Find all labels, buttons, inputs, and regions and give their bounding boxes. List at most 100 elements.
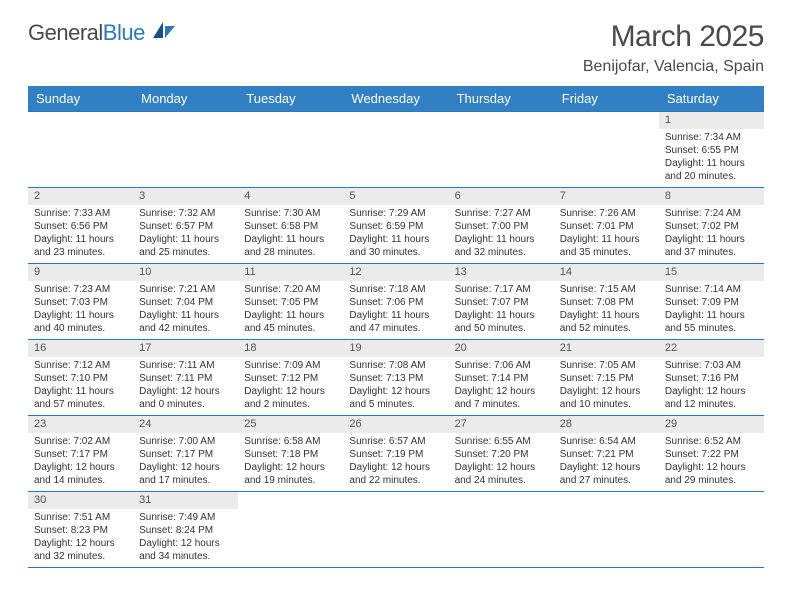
sunset-text: Sunset: 7:18 PM	[244, 448, 337, 461]
calendar-cell: 9Sunrise: 7:23 AMSunset: 7:03 PMDaylight…	[28, 264, 133, 340]
day-number: 4	[238, 188, 343, 205]
logo: GeneralBlue	[28, 20, 177, 46]
calendar-cell: 12Sunrise: 7:18 AMSunset: 7:06 PMDayligh…	[343, 264, 448, 340]
day-details: Sunrise: 7:15 AMSunset: 7:08 PMDaylight:…	[554, 281, 659, 337]
calendar-cell: 5Sunrise: 7:29 AMSunset: 6:59 PMDaylight…	[343, 188, 448, 264]
day-details: Sunrise: 7:21 AMSunset: 7:04 PMDaylight:…	[133, 281, 238, 337]
day-number: 3	[133, 188, 238, 205]
sunset-text: Sunset: 7:01 PM	[560, 220, 653, 233]
calendar-cell	[238, 492, 343, 568]
day-number: 30	[28, 492, 133, 509]
calendar-cell	[343, 112, 448, 188]
daylight-text: Daylight: 12 hours and 0 minutes.	[139, 385, 232, 411]
calendar-cell: 17Sunrise: 7:11 AMSunset: 7:11 PMDayligh…	[133, 340, 238, 416]
daylight-text: Daylight: 11 hours and 37 minutes.	[665, 233, 758, 259]
sunset-text: Sunset: 7:04 PM	[139, 296, 232, 309]
daylight-text: Daylight: 12 hours and 19 minutes.	[244, 461, 337, 487]
day-number: 15	[659, 264, 764, 281]
sunrise-text: Sunrise: 7:08 AM	[349, 359, 442, 372]
daylight-text: Daylight: 12 hours and 12 minutes.	[665, 385, 758, 411]
weekday-header-row: Sunday Monday Tuesday Wednesday Thursday…	[28, 86, 764, 112]
sunset-text: Sunset: 8:24 PM	[139, 524, 232, 537]
calendar-cell: 8Sunrise: 7:24 AMSunset: 7:02 PMDaylight…	[659, 188, 764, 264]
daylight-text: Daylight: 11 hours and 55 minutes.	[665, 309, 758, 335]
sunrise-text: Sunrise: 7:23 AM	[34, 283, 127, 296]
calendar-cell: 7Sunrise: 7:26 AMSunset: 7:01 PMDaylight…	[554, 188, 659, 264]
day-details: Sunrise: 7:02 AMSunset: 7:17 PMDaylight:…	[28, 433, 133, 489]
sunrise-text: Sunrise: 7:17 AM	[455, 283, 548, 296]
daylight-text: Daylight: 12 hours and 22 minutes.	[349, 461, 442, 487]
sunrise-text: Sunrise: 7:21 AM	[139, 283, 232, 296]
sunset-text: Sunset: 7:16 PM	[665, 372, 758, 385]
day-details: Sunrise: 7:12 AMSunset: 7:10 PMDaylight:…	[28, 357, 133, 413]
calendar-cell: 31Sunrise: 7:49 AMSunset: 8:24 PMDayligh…	[133, 492, 238, 568]
sunset-text: Sunset: 7:11 PM	[139, 372, 232, 385]
page-title: March 2025	[583, 20, 764, 54]
day-number: 19	[343, 340, 448, 357]
sunset-text: Sunset: 6:57 PM	[139, 220, 232, 233]
calendar-cell: 28Sunrise: 6:54 AMSunset: 7:21 PMDayligh…	[554, 416, 659, 492]
calendar-row: 23Sunrise: 7:02 AMSunset: 7:17 PMDayligh…	[28, 416, 764, 492]
day-details: Sunrise: 7:17 AMSunset: 7:07 PMDaylight:…	[449, 281, 554, 337]
calendar-cell: 30Sunrise: 7:51 AMSunset: 8:23 PMDayligh…	[28, 492, 133, 568]
calendar-cell: 14Sunrise: 7:15 AMSunset: 7:08 PMDayligh…	[554, 264, 659, 340]
daylight-text: Daylight: 11 hours and 23 minutes.	[34, 233, 127, 259]
daylight-text: Daylight: 11 hours and 45 minutes.	[244, 309, 337, 335]
calendar-cell: 24Sunrise: 7:00 AMSunset: 7:17 PMDayligh…	[133, 416, 238, 492]
weekday-header: Sunday	[28, 86, 133, 112]
sunrise-text: Sunrise: 7:29 AM	[349, 207, 442, 220]
logo-text-1: General	[28, 20, 103, 46]
sunset-text: Sunset: 6:59 PM	[349, 220, 442, 233]
day-details: Sunrise: 7:05 AMSunset: 7:15 PMDaylight:…	[554, 357, 659, 413]
day-number: 1	[659, 112, 764, 129]
day-details: Sunrise: 7:08 AMSunset: 7:13 PMDaylight:…	[343, 357, 448, 413]
sunset-text: Sunset: 7:03 PM	[34, 296, 127, 309]
daylight-text: Daylight: 11 hours and 50 minutes.	[455, 309, 548, 335]
daylight-text: Daylight: 11 hours and 52 minutes.	[560, 309, 653, 335]
day-details: Sunrise: 7:06 AMSunset: 7:14 PMDaylight:…	[449, 357, 554, 413]
day-number: 27	[449, 416, 554, 433]
sunrise-text: Sunrise: 7:02 AM	[34, 435, 127, 448]
daylight-text: Daylight: 11 hours and 57 minutes.	[34, 385, 127, 411]
sunset-text: Sunset: 7:08 PM	[560, 296, 653, 309]
calendar-cell: 25Sunrise: 6:58 AMSunset: 7:18 PMDayligh…	[238, 416, 343, 492]
day-details: Sunrise: 7:51 AMSunset: 8:23 PMDaylight:…	[28, 509, 133, 565]
sunset-text: Sunset: 7:05 PM	[244, 296, 337, 309]
sunset-text: Sunset: 7:10 PM	[34, 372, 127, 385]
calendar-table: Sunday Monday Tuesday Wednesday Thursday…	[28, 86, 764, 568]
sunrise-text: Sunrise: 7:27 AM	[455, 207, 548, 220]
day-details: Sunrise: 7:26 AMSunset: 7:01 PMDaylight:…	[554, 205, 659, 261]
day-number: 7	[554, 188, 659, 205]
day-number: 5	[343, 188, 448, 205]
daylight-text: Daylight: 12 hours and 17 minutes.	[139, 461, 232, 487]
daylight-text: Daylight: 12 hours and 2 minutes.	[244, 385, 337, 411]
day-number: 2	[28, 188, 133, 205]
sunset-text: Sunset: 7:06 PM	[349, 296, 442, 309]
calendar-cell	[449, 492, 554, 568]
day-details: Sunrise: 7:03 AMSunset: 7:16 PMDaylight:…	[659, 357, 764, 413]
day-number: 16	[28, 340, 133, 357]
sunrise-text: Sunrise: 7:00 AM	[139, 435, 232, 448]
calendar-cell: 1Sunrise: 7:34 AMSunset: 6:55 PMDaylight…	[659, 112, 764, 188]
sunrise-text: Sunrise: 6:52 AM	[665, 435, 758, 448]
sunset-text: Sunset: 6:55 PM	[665, 144, 758, 157]
daylight-text: Daylight: 11 hours and 40 minutes.	[34, 309, 127, 335]
calendar-cell: 21Sunrise: 7:05 AMSunset: 7:15 PMDayligh…	[554, 340, 659, 416]
calendar-cell	[659, 492, 764, 568]
sunset-text: Sunset: 7:12 PM	[244, 372, 337, 385]
sunset-text: Sunset: 7:13 PM	[349, 372, 442, 385]
day-details: Sunrise: 7:30 AMSunset: 6:58 PMDaylight:…	[238, 205, 343, 261]
daylight-text: Daylight: 11 hours and 28 minutes.	[244, 233, 337, 259]
sunrise-text: Sunrise: 7:26 AM	[560, 207, 653, 220]
sunrise-text: Sunrise: 7:09 AM	[244, 359, 337, 372]
day-number: 20	[449, 340, 554, 357]
calendar-cell: 3Sunrise: 7:32 AMSunset: 6:57 PMDaylight…	[133, 188, 238, 264]
calendar-cell	[554, 112, 659, 188]
calendar-cell: 11Sunrise: 7:20 AMSunset: 7:05 PMDayligh…	[238, 264, 343, 340]
sunset-text: Sunset: 6:56 PM	[34, 220, 127, 233]
sunset-text: Sunset: 6:58 PM	[244, 220, 337, 233]
day-details: Sunrise: 6:57 AMSunset: 7:19 PMDaylight:…	[343, 433, 448, 489]
day-number: 8	[659, 188, 764, 205]
weekday-header: Saturday	[659, 86, 764, 112]
day-details: Sunrise: 7:24 AMSunset: 7:02 PMDaylight:…	[659, 205, 764, 261]
